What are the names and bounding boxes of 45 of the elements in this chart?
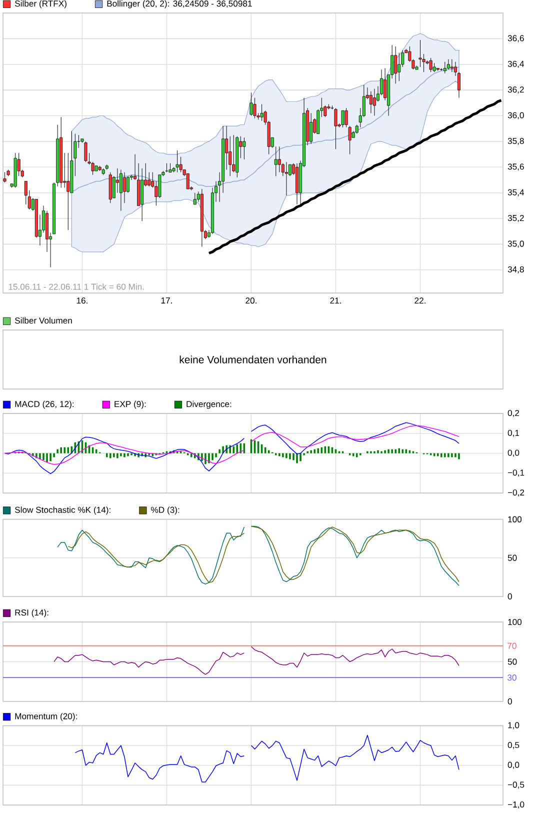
text: keine Volumendaten vorhanden [180,356,326,364]
y-tick-label: −0,2 [508,489,524,497]
y-tick-label: 35,4 [508,189,524,196]
y-tick-label: 0,0 [508,762,520,769]
legend-label: EXP (9): [114,400,146,409]
legend-label: Slow Stochastic %K (14): [14,506,110,515]
x-tick-label: 21. [330,298,341,304]
y-tick-label: 0 [508,593,512,600]
y-tick-label: 50 [508,554,517,561]
x-tick-label: 20. [246,298,256,304]
legend-label: MACD (26, 12): [15,400,74,409]
y-tick-label: 36,2 [508,86,524,94]
y-tick-label: 35,2 [508,214,524,222]
annotation: 15.06.11 - 22.06.11 1 Tick = 60 Min. [8,283,144,290]
y-tick-label: 0,5 [508,742,520,750]
y-tick-label: −0,1 [508,470,524,477]
y-tick-label: 100 [508,618,522,626]
x-tick-label: 22. [414,298,426,304]
y-tick-label: 36,6 [508,35,524,42]
y-tick-label: 36,0 [508,112,524,120]
legend-label: Silber (RTFX) [14,0,66,8]
ref-line-label: 30 [508,674,516,681]
legend-label: Bollinger (20, 2): 36,24509 - 36,50981 [107,0,252,8]
y-tick-label: 34,8 [508,266,524,274]
y-tick-label: 50 [508,658,517,665]
legend-label: %D (3): [151,506,180,515]
x-tick-label: 17. [161,298,172,304]
y-tick-label: 0,0 [508,450,520,457]
ref-line-label: 70 [508,642,516,649]
y-tick-label: 1,0 [508,722,520,730]
legend-label: RSI (14): [15,609,48,618]
legend-label: Silber Volumen [14,317,72,324]
y-tick-label: 0,1 [508,430,520,437]
y-tick-label: 0 [508,698,512,704]
legend-label: Momentum (20): [15,712,77,721]
y-tick-label: 35,8 [508,138,524,145]
y-tick-label: 35,6 [508,164,524,171]
y-tick-label: 100 [508,516,522,522]
legend-label: Divergence: [186,400,232,409]
y-tick-label: 0,2 [508,410,520,418]
y-tick-label: 35,0 [508,240,524,248]
y-tick-label: 36,4 [508,60,524,68]
x-tick-label: 16. [76,298,88,304]
y-tick-label: −0,5 [508,782,524,789]
y-tick-label: −1,0 [508,801,524,809]
